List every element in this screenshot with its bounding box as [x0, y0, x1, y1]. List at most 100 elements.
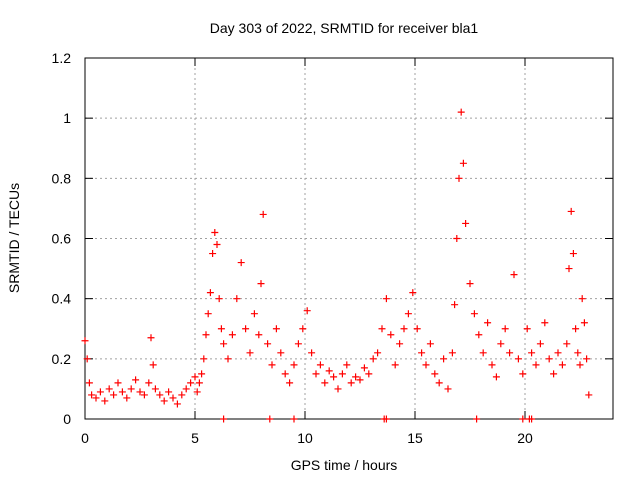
data-point	[334, 385, 342, 393]
data-point	[567, 207, 575, 215]
data-point	[198, 370, 206, 378]
data-point	[532, 361, 540, 369]
y-tick-label: 1	[63, 110, 71, 126]
data-point	[123, 394, 131, 402]
data-point	[165, 388, 173, 396]
data-point	[492, 373, 500, 381]
data-point	[220, 415, 228, 423]
data-point	[545, 355, 553, 363]
data-point	[514, 355, 522, 363]
data-point	[569, 250, 577, 258]
data-point	[88, 391, 96, 399]
data-point	[290, 361, 298, 369]
data-point	[321, 379, 329, 387]
data-point	[312, 370, 320, 378]
data-point	[475, 331, 483, 339]
data-point	[374, 349, 382, 357]
data-point	[217, 325, 225, 333]
data-point	[488, 361, 496, 369]
data-point	[81, 337, 89, 345]
data-point	[519, 370, 527, 378]
data-point	[462, 219, 470, 227]
data-point	[574, 349, 582, 357]
data-point	[536, 340, 544, 348]
data-point	[369, 355, 377, 363]
data-point	[127, 385, 135, 393]
x-tick-label: 5	[191, 430, 199, 446]
data-point	[528, 415, 536, 423]
data-point	[459, 159, 467, 167]
data-point	[299, 325, 307, 333]
data-point	[101, 397, 109, 405]
data-point	[365, 370, 373, 378]
data-point	[118, 388, 126, 396]
x-tick-label: 0	[81, 430, 89, 446]
points	[81, 108, 593, 423]
data-point	[580, 319, 588, 327]
data-point	[182, 385, 190, 393]
data-point	[387, 331, 395, 339]
y-tick-label: 0.2	[52, 351, 72, 367]
data-point	[290, 415, 298, 423]
data-point	[178, 391, 186, 399]
data-point	[422, 361, 430, 369]
data-point	[206, 289, 214, 297]
y-tick-label: 0.6	[52, 231, 72, 247]
data-point	[257, 280, 265, 288]
data-point	[264, 340, 272, 348]
data-point	[303, 307, 311, 315]
data-point	[497, 340, 505, 348]
data-point	[473, 415, 481, 423]
data-point	[277, 349, 285, 357]
data-point	[169, 394, 177, 402]
data-point	[266, 415, 274, 423]
data-point	[382, 295, 390, 303]
data-point	[316, 361, 324, 369]
data-point	[187, 379, 195, 387]
data-point	[528, 349, 536, 357]
data-point	[550, 370, 558, 378]
data-point	[409, 289, 417, 297]
data-point	[286, 379, 294, 387]
data-point	[382, 415, 390, 423]
data-point	[338, 370, 346, 378]
data-point	[510, 271, 518, 279]
data-point	[85, 379, 93, 387]
x-axis-label: GPS time / hours	[291, 457, 398, 473]
data-point	[523, 325, 531, 333]
data-point	[431, 370, 439, 378]
data-point	[228, 331, 236, 339]
data-point	[563, 340, 571, 348]
data-point	[213, 241, 221, 249]
data-point	[506, 349, 514, 357]
data-point	[435, 379, 443, 387]
data-point	[391, 361, 399, 369]
data-point	[259, 210, 267, 218]
data-point	[246, 349, 254, 357]
data-point	[325, 367, 333, 375]
data-point	[583, 355, 591, 363]
data-point	[145, 379, 153, 387]
data-point	[242, 325, 250, 333]
data-point	[272, 325, 280, 333]
data-point	[558, 361, 566, 369]
data-point	[418, 349, 426, 357]
data-point	[576, 361, 584, 369]
data-point	[92, 394, 100, 402]
data-point	[396, 340, 404, 348]
data-point	[453, 235, 461, 242]
data-point	[565, 265, 573, 273]
data-point	[114, 379, 122, 387]
data-point	[554, 349, 562, 357]
data-point	[136, 388, 144, 396]
data-point	[237, 259, 245, 267]
data-point	[224, 355, 232, 363]
data-point	[105, 385, 113, 393]
data-point	[470, 310, 478, 318]
data-point	[360, 364, 368, 372]
y-tick-label: 0.4	[52, 291, 72, 307]
data-point	[413, 325, 421, 333]
x-tick-label: 10	[297, 430, 313, 446]
data-point	[448, 349, 456, 357]
data-point	[83, 355, 91, 363]
